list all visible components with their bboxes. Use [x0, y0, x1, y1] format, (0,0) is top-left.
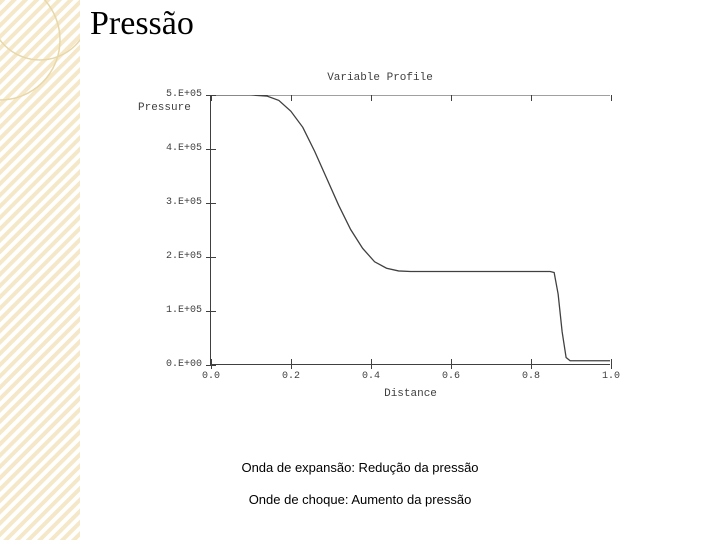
x-tick-top-mark — [611, 95, 612, 101]
caption-shock: Onde de choque: Aumento da pressão — [0, 492, 720, 507]
y-tick-label: 2.E+05 — [157, 251, 202, 262]
chart-title: Variable Profile — [130, 72, 630, 84]
x-tick-label: 0.8 — [511, 371, 551, 382]
decor-svg — [0, 0, 80, 540]
y-tick-label: 5.E+05 — [157, 89, 202, 100]
y-tick-label: 1.E+05 — [157, 305, 202, 316]
x-axis-label: Distance — [211, 388, 610, 400]
plot-area: Distance 0.E+001.E+052.E+053.E+054.E+055… — [210, 95, 610, 365]
left-decoration — [0, 0, 80, 540]
x-tick-label: 0.2 — [271, 371, 311, 382]
x-tick-label: 0.4 — [351, 371, 391, 382]
x-tick-label: 0.6 — [431, 371, 471, 382]
y-tick-label: 4.E+05 — [157, 143, 202, 154]
caption-expansion: Onda de expansão: Redução da pressão — [0, 460, 720, 475]
x-tick-mark — [611, 359, 612, 369]
page-title: Pressão — [90, 5, 194, 43]
x-tick-label: 0.0 — [191, 371, 231, 382]
y-axis-label: Pressure — [138, 102, 191, 114]
x-tick-label: 1.0 — [591, 371, 631, 382]
pressure-chart: Variable Profile Pressure Distance 0.E+0… — [130, 70, 630, 410]
y-tick-label: 0.E+00 — [157, 359, 202, 370]
chart-svg — [211, 95, 610, 364]
pressure-line — [211, 95, 610, 361]
y-tick-label: 3.E+05 — [157, 197, 202, 208]
